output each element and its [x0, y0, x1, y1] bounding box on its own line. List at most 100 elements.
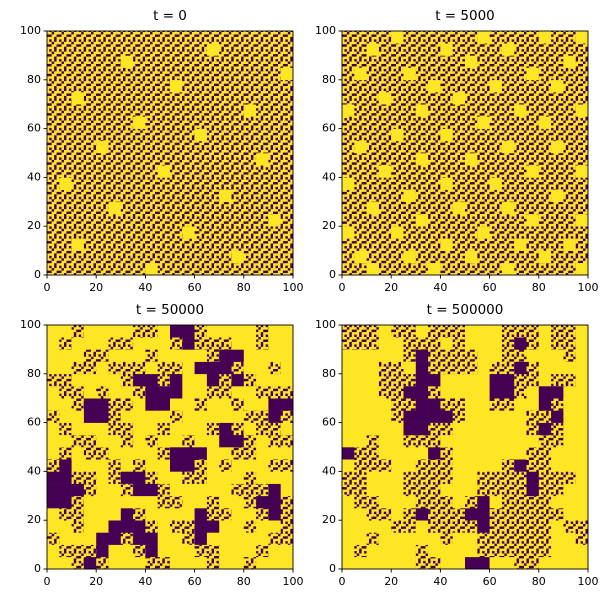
cell	[96, 140, 109, 154]
cell	[428, 128, 441, 142]
cell	[206, 508, 220, 521]
cell	[354, 325, 367, 338]
cell	[256, 189, 269, 203]
cell	[145, 153, 158, 166]
cell	[538, 471, 552, 484]
cell	[83, 325, 97, 338]
cell	[514, 422, 527, 436]
cell	[452, 483, 466, 497]
cell	[280, 214, 294, 227]
cell	[342, 214, 355, 227]
cell	[354, 238, 367, 251]
cell	[206, 116, 220, 129]
cell	[83, 544, 97, 558]
cell	[170, 140, 183, 154]
cell	[219, 55, 232, 68]
cell	[120, 31, 134, 44]
cell	[243, 471, 257, 484]
cell	[465, 104, 478, 117]
cell	[71, 104, 85, 117]
cell	[145, 495, 158, 509]
cell	[501, 104, 515, 117]
cell	[182, 520, 195, 533]
cell	[501, 544, 515, 558]
cell	[440, 459, 453, 472]
cell	[96, 165, 109, 178]
cell	[477, 79, 490, 93]
cell	[256, 79, 269, 93]
cell	[440, 520, 453, 533]
cell	[83, 556, 97, 570]
cell	[342, 128, 355, 142]
cell	[514, 410, 527, 423]
cell	[170, 532, 183, 545]
cell	[342, 79, 355, 93]
cell	[477, 153, 490, 166]
cell	[391, 43, 404, 56]
cell	[501, 262, 515, 276]
cell	[231, 495, 245, 509]
cell	[120, 337, 134, 350]
cell	[501, 177, 515, 190]
cell	[465, 422, 478, 436]
cell	[489, 520, 503, 533]
cell	[538, 250, 552, 264]
cell	[342, 250, 355, 264]
cell	[440, 422, 453, 436]
cell	[465, 153, 478, 166]
cell	[256, 43, 269, 56]
cell	[243, 201, 257, 215]
cell	[182, 337, 195, 350]
cell	[157, 434, 171, 448]
cell	[83, 238, 97, 251]
panel-title: t = 500000	[427, 302, 504, 318]
cell	[563, 349, 576, 362]
cell	[465, 373, 478, 387]
cell	[378, 43, 392, 56]
cell	[83, 459, 97, 472]
cell	[354, 79, 367, 93]
cell	[243, 79, 257, 93]
cell	[59, 214, 72, 227]
cell	[268, 177, 281, 190]
cell	[157, 67, 171, 81]
cell	[256, 495, 269, 509]
cell	[489, 410, 503, 423]
cell	[378, 447, 392, 460]
cell	[378, 67, 392, 81]
cell	[514, 43, 527, 56]
cell	[452, 55, 466, 68]
cell	[501, 67, 515, 81]
cell	[378, 79, 392, 93]
cell	[354, 337, 367, 350]
cell	[551, 325, 564, 338]
cell	[391, 214, 404, 227]
cell	[354, 226, 367, 239]
cell	[243, 153, 257, 166]
cell	[465, 116, 478, 129]
cell	[133, 201, 146, 215]
cell	[526, 556, 540, 570]
cell	[342, 508, 355, 521]
cell	[96, 201, 109, 215]
cell	[194, 349, 208, 362]
cell	[514, 165, 527, 178]
cell	[403, 31, 417, 44]
cell	[256, 337, 269, 350]
cell	[120, 140, 134, 154]
cell	[354, 55, 367, 68]
cell	[206, 250, 220, 264]
cell	[133, 153, 146, 166]
cell	[182, 116, 195, 129]
cell	[440, 532, 453, 545]
cell	[231, 165, 245, 178]
cell	[501, 153, 515, 166]
cell	[71, 410, 85, 423]
cell	[256, 67, 269, 81]
cell	[133, 447, 146, 460]
cell	[83, 250, 97, 264]
cell	[514, 79, 527, 93]
x-tick-label: 80	[532, 575, 546, 588]
cell	[47, 165, 60, 178]
cell	[157, 483, 171, 497]
